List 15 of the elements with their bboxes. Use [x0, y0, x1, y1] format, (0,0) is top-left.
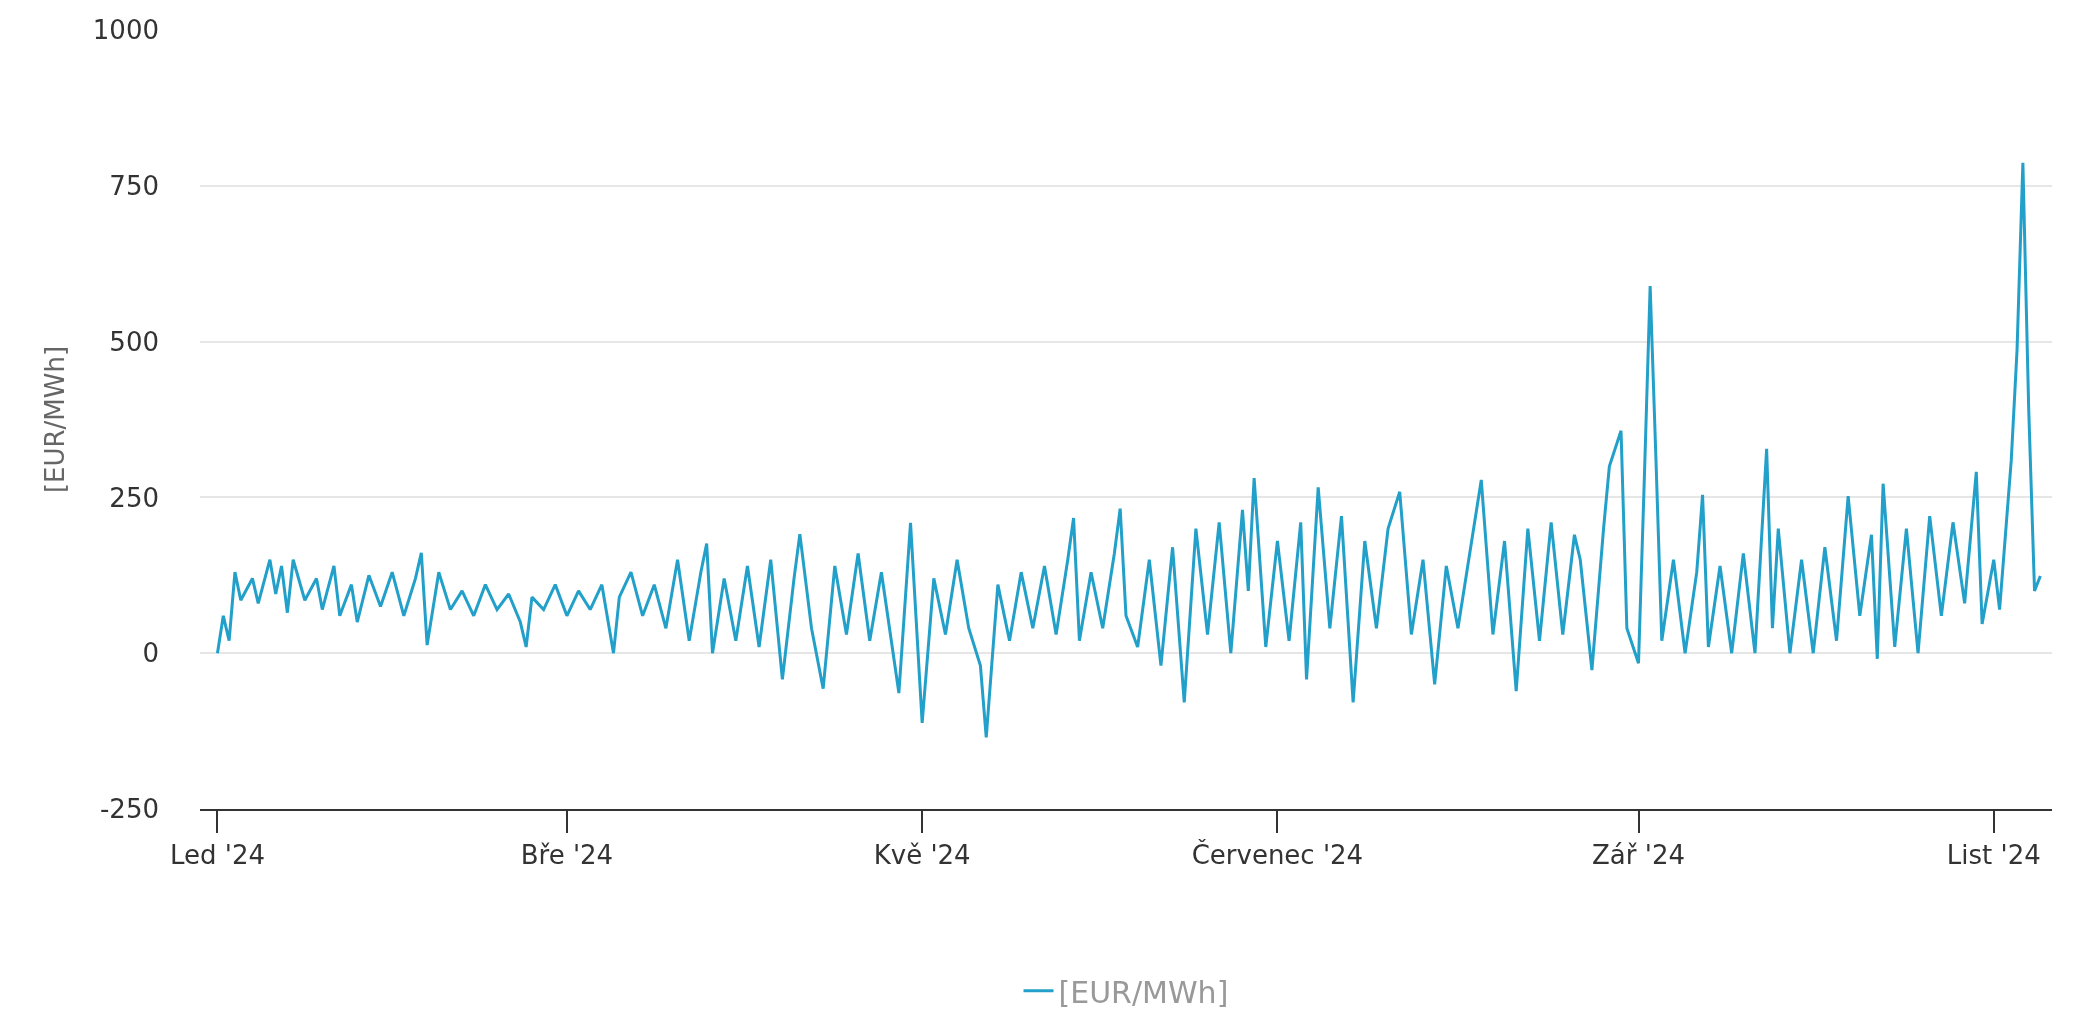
y-tick-label: -250 [99, 794, 159, 825]
x-tick-label: Zář '24 [1592, 840, 1685, 871]
legend-label: [EUR/MWh] [1058, 974, 1229, 1010]
x-tick-label: Led '24 [169, 840, 265, 871]
y-tick-label: 500 [109, 326, 159, 357]
x-tick-label: Červenec '24 [1191, 839, 1364, 871]
y-tick-label: 1000 [92, 15, 159, 46]
y-axis-title: [EUR/MWh] [40, 345, 71, 494]
line-series [215, 161, 2042, 739]
y-tick-label: 750 [109, 170, 159, 201]
x-tick-label: Kvě '24 [873, 840, 971, 871]
x-tick-label: Bře '24 [520, 840, 614, 871]
y-tick-label: 250 [109, 482, 159, 513]
y-tick-label: 0 [142, 638, 159, 669]
x-tick-label: List '24 [1946, 840, 2041, 871]
